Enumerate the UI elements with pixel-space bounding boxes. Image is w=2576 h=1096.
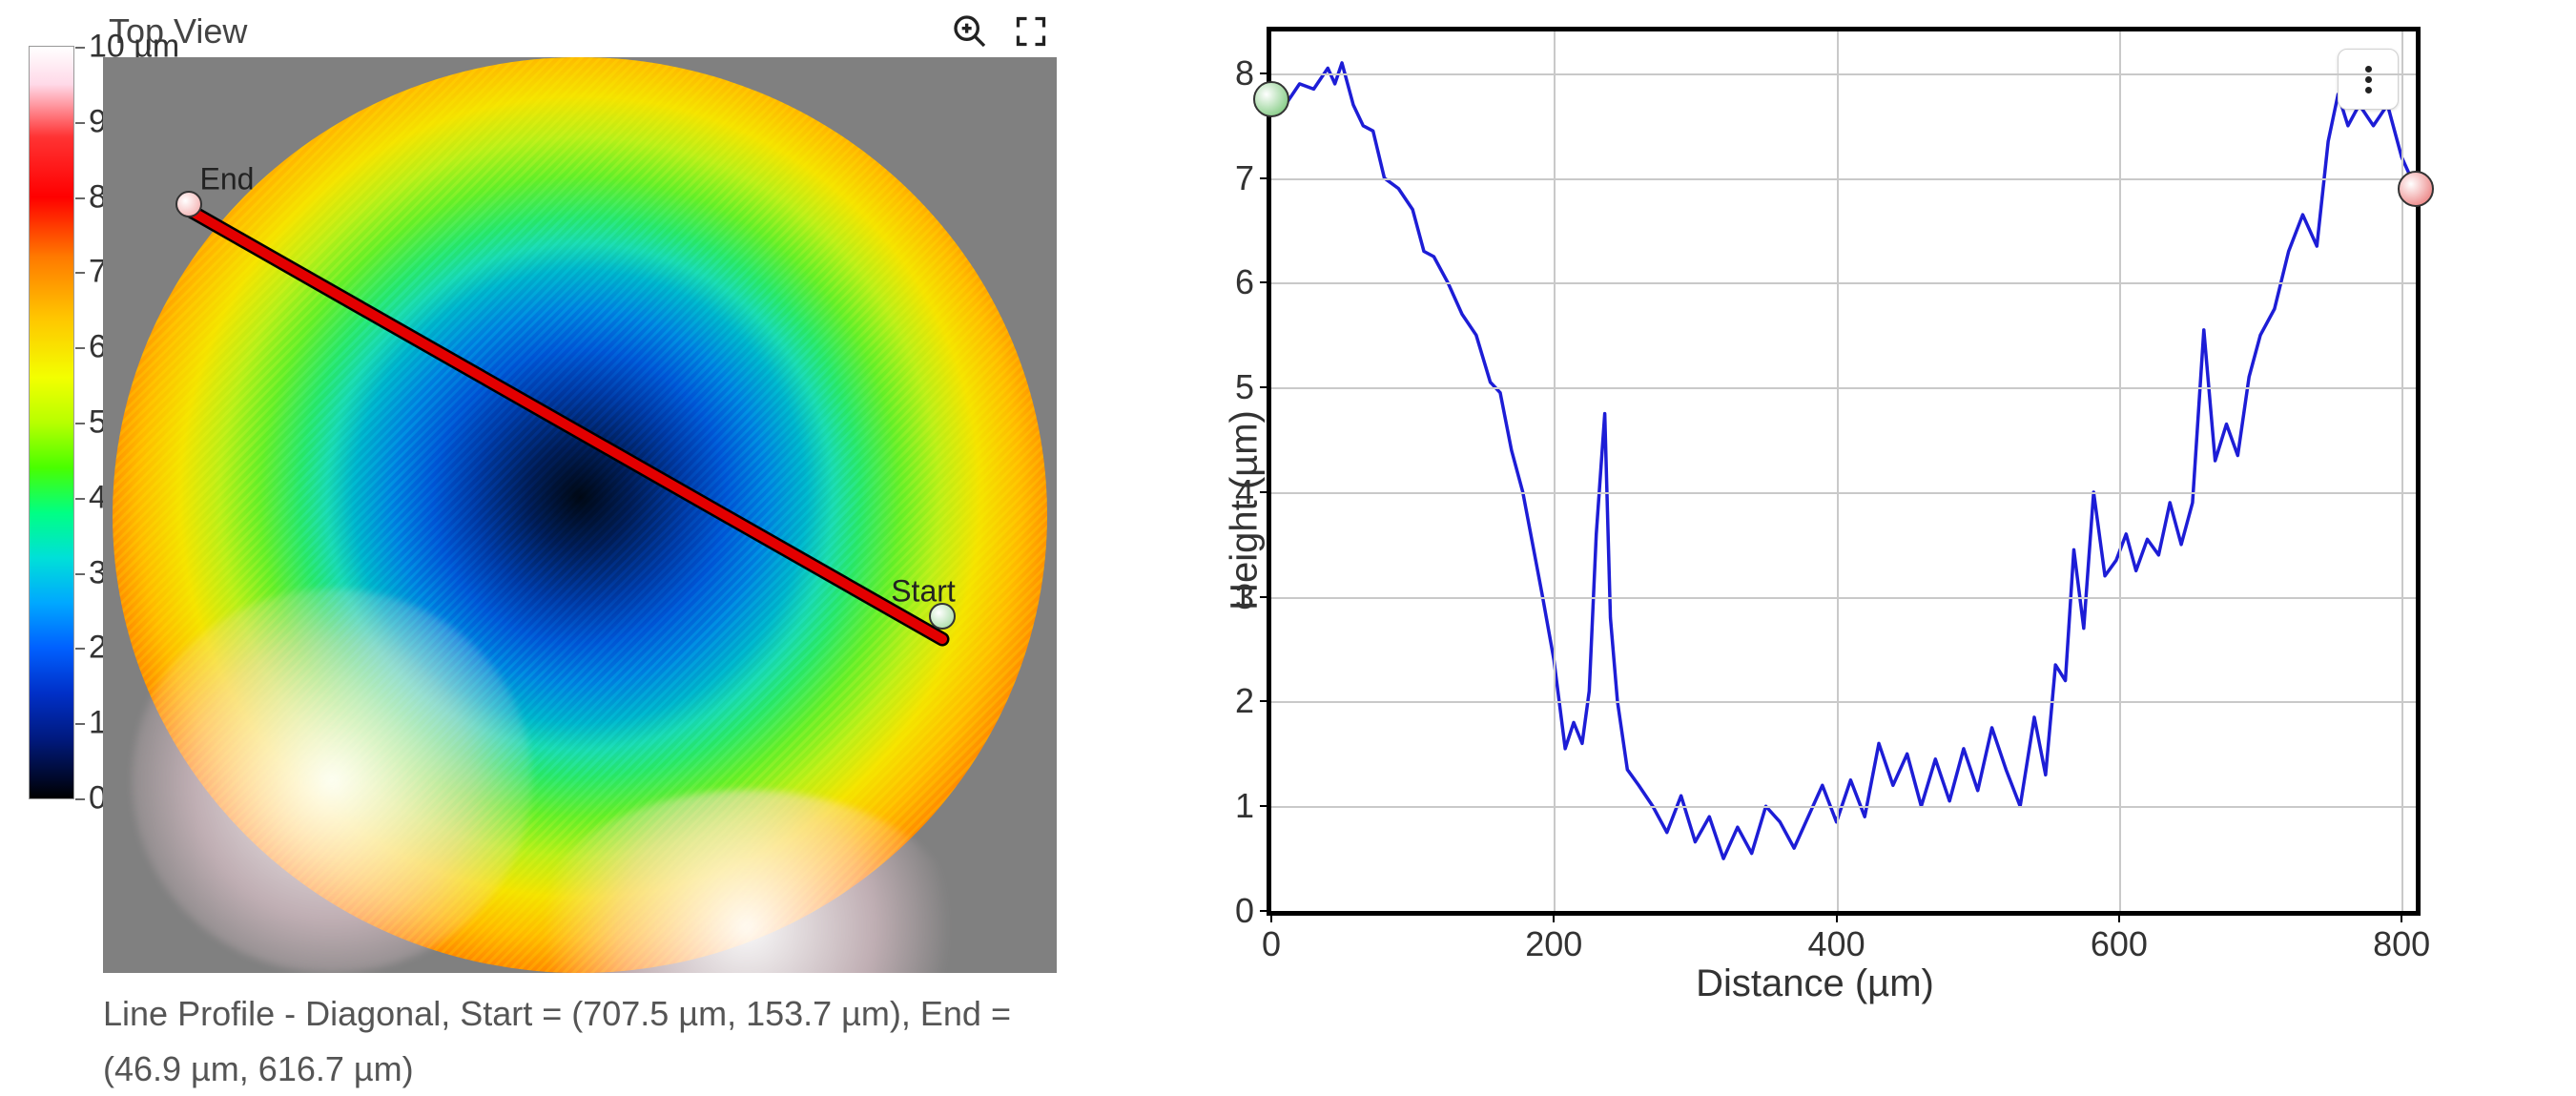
chart-line-svg	[1271, 31, 2416, 911]
chart-x-tick-label: 400	[1808, 924, 1865, 964]
top-view-header: Top View	[103, 10, 1057, 53]
chart-y-tick-label: 4	[1235, 472, 1254, 512]
chart-plot-area[interactable]: 0200400600800012345678	[1267, 27, 2421, 916]
profile-endpoint-end[interactable]	[175, 191, 202, 217]
chart-x-tick-label: 600	[2091, 924, 2148, 964]
chart-y-tick-label: 3	[1235, 577, 1254, 617]
chart-y-tick-label: 1	[1235, 786, 1254, 826]
top-view-toolbar	[950, 11, 1051, 52]
chart-y-tick-label: 2	[1235, 681, 1254, 721]
profile-start-label: Start	[891, 573, 956, 609]
chart-y-tick-label: 0	[1235, 891, 1254, 931]
chart-x-axis-label: Distance (µm)	[1696, 962, 1934, 1005]
color-legend: 10 µm9 µm8 µm7 µm6 µm5 µm4 µm3 µm2 µm1 µ…	[10, 10, 74, 799]
zoom-in-icon[interactable]	[950, 11, 990, 52]
chart-x-tick-label: 0	[1262, 924, 1281, 964]
legend-gradient: 10 µm9 µm8 µm7 µm6 µm5 µm4 µm3 µm2 µm1 µ…	[29, 46, 74, 799]
fullscreen-icon[interactable]	[1011, 11, 1051, 52]
chart-x-tick-label: 200	[1525, 924, 1582, 964]
chart-y-tick-label: 5	[1235, 367, 1254, 407]
chart-y-tick-label: 6	[1235, 262, 1254, 302]
chart-y-tick-label: 7	[1235, 158, 1254, 198]
more-vert-icon	[2365, 64, 2372, 95]
chart-start_marker[interactable]	[1253, 81, 1289, 117]
profile-caption: Line Profile - Diagonal, Start = (707.5 …	[103, 977, 1057, 1096]
left-panel: 10 µm9 µm8 µm7 µm6 µm5 µm4 µm3 µm2 µm1 µ…	[10, 10, 1057, 1096]
profile-end-label: End	[200, 161, 255, 196]
chart-menu-button[interactable]	[2338, 49, 2399, 110]
top-view-column: Top View	[103, 10, 1057, 1096]
chart-y-tick-label: 8	[1235, 53, 1254, 93]
chart-x-tick-label: 800	[2373, 924, 2430, 964]
chart-end_marker[interactable]	[2398, 171, 2434, 207]
right-panel: Height (µm) Distance (µm) 02004006008000…	[1057, 10, 2566, 1011]
top-view-canvas[interactable]: End Start	[103, 57, 1057, 973]
line-profile-chart: Height (µm) Distance (µm) 02004006008000…	[1133, 10, 2449, 1011]
